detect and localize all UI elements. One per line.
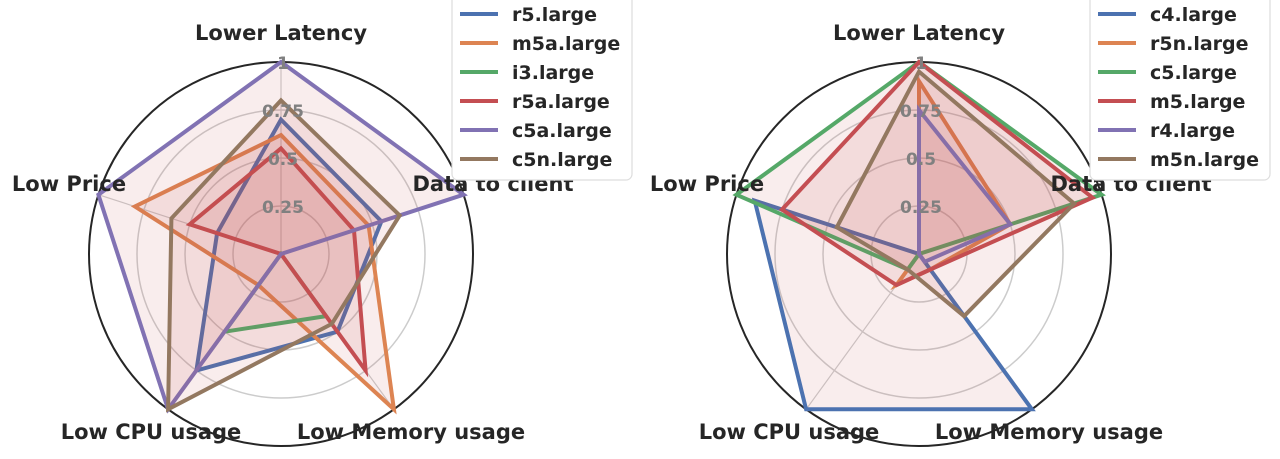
axis-label: Low CPU usage [699,420,880,444]
legend-label: m5a.large [512,33,620,55]
legend-label: i3.large [512,62,594,84]
legend: c4.large r5n.large c5.large m5.large r4.larg… [1089,0,1271,181]
legend-label: m5.large [1150,91,1245,113]
axis-label: Low Memory usage [297,420,525,444]
legend-label: c5n.large [512,149,612,171]
axis-label: Low Memory usage [935,420,1163,444]
series-r5a-large [185,145,369,378]
legend-label: m5n.large [1150,149,1259,171]
radial-tick-label: 0.75 [900,102,942,122]
legend-label: r5a.large [512,91,610,113]
legend-label: r5n.large [1150,33,1249,55]
series-c4-large [751,197,1036,412]
legend-label: r5.large [512,4,597,26]
series-r4-large [917,104,1014,265]
series-m5-large [778,59,1097,288]
series-c5n-large [166,97,403,413]
radial-tick-label: 1 [915,54,927,74]
series-m5n-large [834,68,1078,319]
legend-label: c5.large [1150,62,1237,84]
radial-tick-label: 1 [277,54,289,74]
radial-tick-label: 0.75 [262,102,304,122]
axis-label: Low Price [12,172,126,196]
radial-tick-label: 0.5 [906,150,936,170]
series-c5a-large [96,59,468,414]
radial-tick-label: 0.25 [900,198,942,218]
legend-label: r4.large [1150,120,1235,142]
radial-tick-label: 0.25 [262,198,304,218]
axis-label: Lower Latency [195,21,367,45]
axis-label: Low Price [650,172,764,196]
radial-tick-label: 0.5 [268,150,298,170]
legend-label: c4.large [1150,4,1237,26]
axis-label: Low CPU usage [61,420,242,444]
legend-label: c5a.large [512,120,612,142]
legend: r5.large m5a.large i3.large r5a.large c5a.la… [451,0,633,181]
axis-label: Lower Latency [833,21,1005,45]
